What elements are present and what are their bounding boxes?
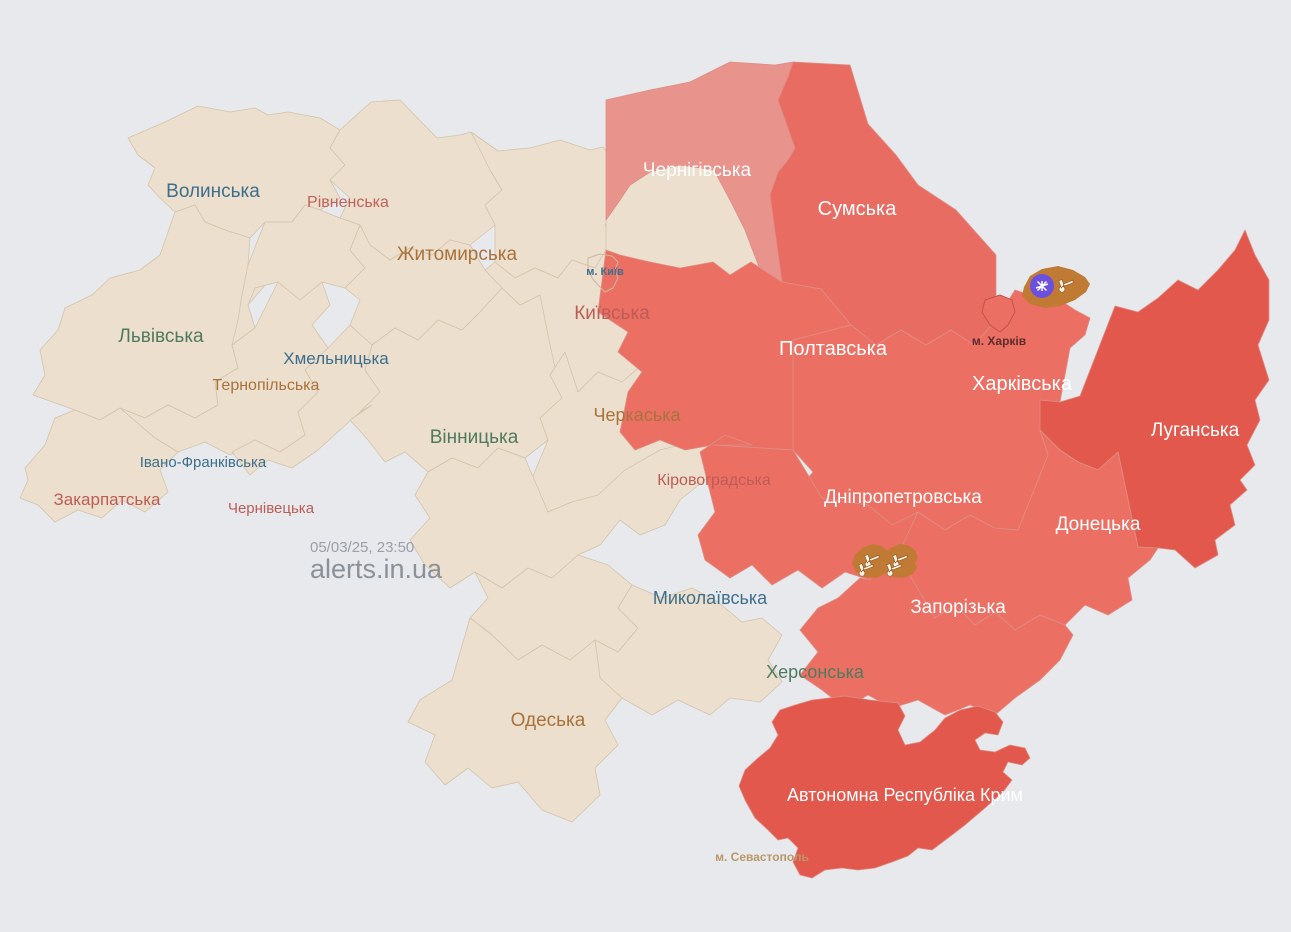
svg-text:Дніпропетровська: Дніпропетровська: [824, 487, 982, 508]
svg-text:Черкаська: Черкаська: [594, 405, 682, 425]
svg-text:Чернігівська: Чернігівська: [643, 160, 752, 181]
svg-text:Донецька: Донецька: [1056, 514, 1141, 535]
svg-text:Сумська: Сумська: [818, 198, 898, 220]
svg-text:Закарпатська: Закарпатська: [54, 490, 161, 509]
svg-text:alerts.in.ua: alerts.in.ua: [310, 554, 443, 584]
svg-text:Харківська: Харківська: [972, 373, 1073, 395]
svg-text:Хмельницька: Хмельницька: [283, 349, 389, 368]
svg-text:Івано-Франківська: Івано-Франківська: [140, 454, 267, 471]
svg-text:Полтавська: Полтавська: [779, 338, 888, 360]
svg-text:м. Київ: м. Київ: [586, 266, 624, 278]
svg-text:Запорізька: Запорізька: [910, 597, 1006, 618]
svg-text:Львівська: Львівська: [118, 326, 204, 347]
svg-text:Тернопільська: Тернопільська: [213, 377, 320, 394]
svg-text:Одеська: Одеська: [511, 710, 586, 731]
svg-text:Рівненська: Рівненська: [307, 194, 389, 211]
svg-text:Волинська: Волинська: [166, 181, 260, 202]
svg-text:м. Харків: м. Харків: [972, 334, 1026, 348]
svg-text:Вінницька: Вінницька: [430, 427, 519, 448]
svg-text:м. Севастополь: м. Севастополь: [715, 850, 809, 864]
svg-text:Херсонська: Херсонська: [766, 662, 865, 682]
svg-text:Житомирська: Житомирська: [397, 244, 518, 265]
svg-text:Миколаївська: Миколаївська: [653, 588, 768, 608]
svg-text:Київська: Київська: [574, 303, 650, 324]
svg-text:Кіровоградська: Кіровоградська: [657, 472, 771, 489]
svg-text:Чернівецька: Чернівецька: [228, 500, 315, 517]
svg-text:Луганська: Луганська: [1151, 420, 1240, 441]
svg-text:Автономна Республіка Крим: Автономна Республіка Крим: [787, 785, 1023, 805]
